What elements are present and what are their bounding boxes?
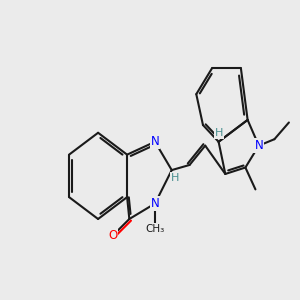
Text: CH₃: CH₃	[146, 224, 165, 234]
Text: N: N	[254, 139, 263, 152]
Text: O: O	[108, 229, 117, 242]
Text: H: H	[171, 173, 179, 183]
Text: H: H	[214, 128, 223, 138]
Text: N: N	[151, 197, 159, 210]
Text: N: N	[151, 135, 159, 148]
